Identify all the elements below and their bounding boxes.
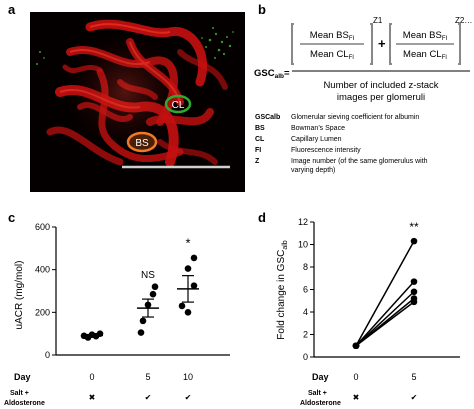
y-tick-label: 8 [303, 262, 308, 272]
treatment-label-2: Aldosterone [300, 400, 341, 407]
y-tick-label: 400 [35, 265, 50, 275]
legend-row: FI Fluorescence intensity [255, 147, 361, 154]
treatment-mark: ✔ [411, 393, 418, 402]
treatment-mark: ✔ [145, 393, 152, 402]
data-point [410, 298, 418, 306]
annotation-star: * [185, 235, 190, 250]
data-point [137, 329, 145, 336]
second-ratio: Mean BSFI Mean CLFI Z2… [389, 16, 472, 65]
y-axis-label: uACR (mg/mol) [14, 261, 25, 330]
day-label: Day [312, 372, 329, 382]
axes [55, 227, 230, 356]
legend-row: CL Capillary Lumen [255, 136, 342, 143]
data-point [410, 237, 418, 245]
y-ticks: 0 2 4 6 8 10 12 [298, 217, 314, 362]
cl-ring [164, 94, 192, 114]
treatment-mark: ✔ [185, 393, 192, 402]
plus-sign: + [378, 36, 386, 51]
y-tick-label: 200 [35, 307, 50, 317]
legend-row: Z Image number (of the same glomerulus wi… [255, 158, 428, 165]
glomerulus-glow [65, 32, 185, 152]
day-tick: 5 [411, 372, 416, 382]
y-axis-label: Fold change in GSCalb [276, 240, 289, 340]
gsc-fold-chart: Fold change in GSCalb 0 2 4 6 8 10 12 ** Day 0… [276, 217, 460, 407]
micrograph-image: CL BS [30, 12, 245, 192]
day-tick: 10 [183, 372, 193, 382]
day-tick: 0 [89, 372, 94, 382]
annotation-double-star: ** [409, 220, 419, 234]
z2-label: Z2… [455, 16, 472, 25]
y-tick-label: 600 [35, 222, 50, 232]
y-tick-label: 10 [298, 240, 308, 250]
data-point [410, 288, 418, 296]
green-speckles [36, 27, 234, 65]
treatment-label-1: Salt + [308, 390, 327, 397]
bs-ring [126, 131, 158, 153]
data-marks [80, 254, 199, 341]
series-line [355, 281, 415, 347]
panel-letter-a: a [8, 2, 16, 17]
data-point [151, 283, 159, 291]
data-marks [352, 237, 418, 350]
annotation-ns: NS [141, 270, 155, 281]
treatment-label-1: Salt + [10, 390, 29, 397]
legend-row: varying depth) [291, 167, 336, 174]
panel-letter-c: c [8, 210, 16, 225]
mean-bs-text-2: Mean BSFI [403, 30, 448, 42]
data-point [352, 342, 360, 350]
data-point [184, 309, 192, 316]
panel-letter-b: b [258, 2, 266, 17]
day-tick: 5 [145, 372, 150, 382]
first-ratio: Mean BSFI Mean CLFI Z1 [291, 16, 383, 65]
y-tick-label: 6 [303, 285, 308, 295]
cl-label: CL [172, 100, 185, 111]
data-point [410, 278, 418, 285]
treatment-mark: ✖ [89, 393, 96, 402]
y-tick-label: 0 [45, 350, 50, 360]
mean-cl-text-2: Mean CLFI [403, 49, 447, 61]
treatment-label-2: Aldosterone [4, 400, 45, 407]
legend-row: GSCalb Glomerular sieving coefficient for… [255, 114, 420, 121]
denominator-line-1: Number of included z-stack [323, 80, 438, 91]
series-line [355, 301, 415, 347]
y-tick-label: 2 [303, 330, 308, 340]
day-label: Day [14, 372, 31, 382]
treatment-mark: ✖ [353, 393, 360, 402]
denominator-line-2: images per glomeruli [337, 92, 425, 103]
y-tick-label: 12 [298, 217, 308, 227]
data-point [190, 254, 198, 262]
uacr-chart: uACR (mg/mol) 0 200 400 600 NS * Day 0 5 10… [4, 222, 230, 407]
mean-bs-text-1: Mean BSFI [310, 30, 355, 42]
panel-letter-d: d [258, 210, 266, 225]
y-tick-label: 4 [303, 307, 308, 317]
data-point [149, 290, 157, 298]
series-line [355, 240, 415, 347]
legend-row: BS Bowman’s Space [255, 125, 345, 132]
series-line [355, 291, 415, 347]
data-point [139, 317, 147, 325]
y-ticks: 0 200 400 600 [35, 222, 56, 360]
z1-label: Z1 [373, 16, 383, 25]
data-point [184, 265, 192, 272]
y-tick-label: 0 [303, 352, 308, 362]
data-point [178, 302, 186, 310]
data-point [190, 282, 198, 289]
bs-label: BS [135, 138, 149, 149]
gsc-symbol: GSCalb= [254, 68, 290, 80]
mean-cl-text-1: Mean CLFI [310, 49, 354, 61]
day-tick: 0 [353, 372, 358, 382]
gsc-equation: GSCalb= Mean BSFI Mean CLFI Z1 + Mean BS… [254, 16, 472, 103]
